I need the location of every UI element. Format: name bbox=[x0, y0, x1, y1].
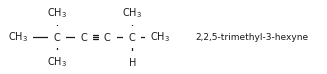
Text: $\mathregular{CH_3}$: $\mathregular{CH_3}$ bbox=[122, 6, 143, 20]
Text: $\mathregular{H}$: $\mathregular{H}$ bbox=[128, 56, 137, 68]
Text: $\mathregular{CH_3}$: $\mathregular{CH_3}$ bbox=[47, 6, 67, 20]
Text: 2,2,5-trimethyl-3-hexyne: 2,2,5-trimethyl-3-hexyne bbox=[195, 32, 308, 42]
Text: $\mathregular{C}$: $\mathregular{C}$ bbox=[103, 31, 112, 43]
Text: $\mathregular{CH_3}$: $\mathregular{CH_3}$ bbox=[150, 30, 170, 44]
Text: $\mathregular{C}$: $\mathregular{C}$ bbox=[80, 31, 89, 43]
Text: $\mathregular{C}$: $\mathregular{C}$ bbox=[128, 31, 137, 43]
Text: $\mathregular{C}$: $\mathregular{C}$ bbox=[53, 31, 61, 43]
Text: $\mathregular{CH_3}$: $\mathregular{CH_3}$ bbox=[47, 55, 67, 69]
Text: $\mathregular{CH_3}$: $\mathregular{CH_3}$ bbox=[8, 30, 28, 44]
